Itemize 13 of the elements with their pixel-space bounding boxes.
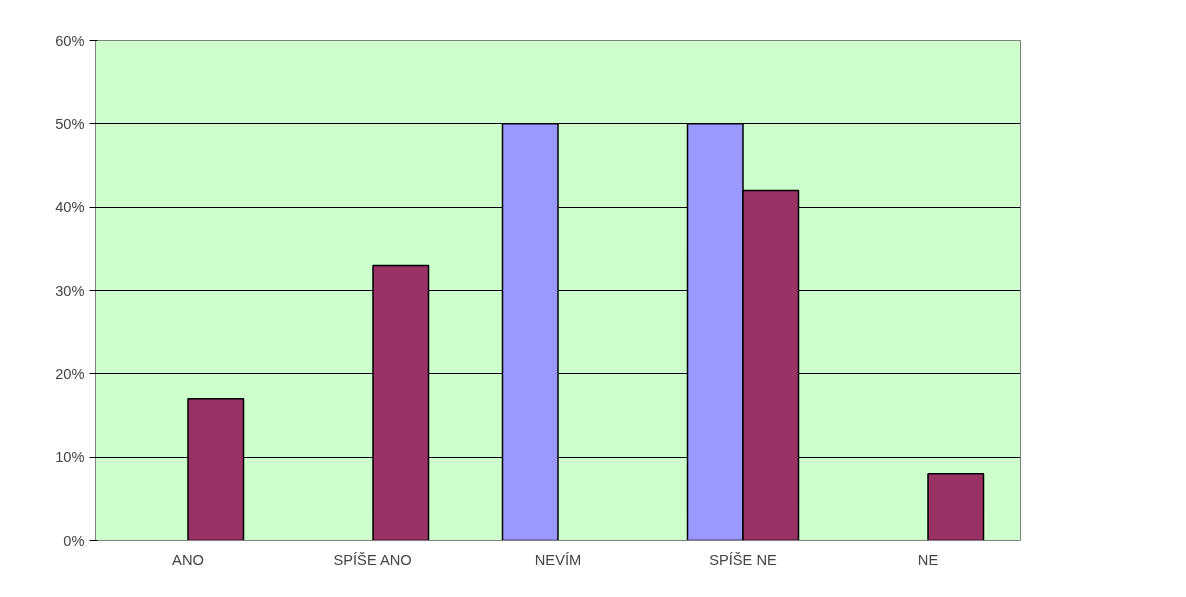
bar bbox=[927, 473, 985, 541]
y-tick-label: 40% bbox=[55, 199, 85, 216]
y-tick-label: 50% bbox=[55, 115, 85, 132]
x-tick-label: SPÍŠE NE bbox=[709, 551, 778, 568]
x-tick-label: SPÍŠE ANO bbox=[333, 551, 412, 568]
y-tick-label: 0% bbox=[63, 532, 85, 549]
x-tick-label: NE bbox=[917, 551, 939, 568]
x-tick-label: NEVÍM bbox=[534, 551, 582, 568]
y-tick-label: 10% bbox=[55, 449, 85, 466]
y-tick-label: 60% bbox=[55, 32, 85, 49]
x-tick-label: ANO bbox=[172, 551, 204, 568]
y-tick-label: 30% bbox=[55, 282, 85, 299]
y-tick-label: 20% bbox=[55, 365, 85, 382]
